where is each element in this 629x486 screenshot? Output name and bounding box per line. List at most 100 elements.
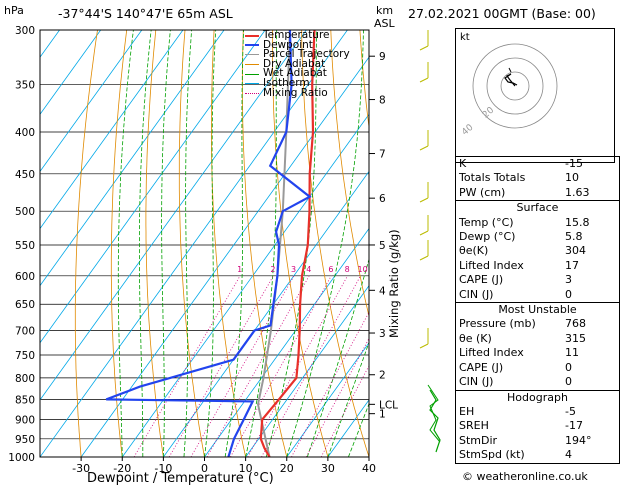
dry-adiabat-line [178, 30, 205, 457]
isotherm-line [40, 30, 348, 457]
legend-label: Temperature [263, 29, 330, 41]
pressure-tick-label: 1000 [8, 452, 35, 464]
surface-value: 17 [565, 258, 579, 272]
legend-swatch [245, 73, 259, 75]
isotherm-line [286, 342, 369, 457]
dry-adiabat-line [330, 30, 369, 318]
legend-label: Mixing Ratio [263, 86, 328, 99]
top-label: PW (cm) [459, 185, 506, 199]
wind-barb [419, 215, 429, 236]
legend-label: Dewpoint [263, 38, 313, 51]
surface-label: Lifted Index [459, 258, 524, 272]
x-tick-label: 40 [362, 462, 376, 475]
unstable-value: 315 [565, 331, 586, 345]
height-tick-label: 9 [379, 51, 386, 63]
legend-item: Parcel Trajectory [245, 48, 350, 61]
mixing-ratio-label: 20 [400, 265, 410, 274]
mixing-ratio-label: 10 [358, 265, 368, 274]
height-tick-label: 1 [379, 409, 386, 421]
hodograph: kt 20 40 [455, 28, 615, 163]
top-value: 10 [565, 171, 579, 185]
wind-barb [419, 328, 429, 349]
hodo-row: StmSpd (kt) 4 [456, 448, 619, 462]
indices-panel: K -15 Totals Totals 10 PW (cm) 1.63 Surface T… [455, 156, 620, 464]
wet-adiabat-line [245, 30, 278, 457]
hodo-value: 194° [565, 433, 592, 447]
x-tick-label: 20 [280, 462, 294, 475]
mixing-ratio-label: 25 [414, 265, 424, 274]
surface-label: θe(K) [459, 244, 489, 258]
top-label: K [459, 157, 467, 170]
unstable-row: CAPE (J) 0 [456, 361, 619, 375]
isotherm-line [40, 30, 143, 173]
pressure-tick-label: 650 [15, 299, 35, 311]
location-title: -37°44'S 140°47'E 65m ASL [58, 6, 233, 21]
height-tick-label: 7 [379, 149, 386, 161]
height-tick-label: LCL [379, 399, 398, 411]
isotherm-line [80, 56, 369, 457]
height-tick-label: 5 [379, 240, 386, 252]
height-tick-label: 3 [379, 328, 386, 340]
mixing-ratio-line [168, 275, 274, 457]
mixing-ratio-line [320, 364, 369, 457]
surface-label: Dewp (°C) [459, 230, 516, 244]
top-label: Totals Totals [459, 171, 526, 185]
wet-adiabat-line [224, 30, 244, 457]
hodograph-storm-motion [508, 67, 512, 73]
wind-barb-cluster [427, 384, 441, 443]
legend: Temperature Dewpoint Parcel Trajectory Dry … [245, 29, 350, 99]
mixing-ratio-label: 4 [306, 265, 311, 274]
hodo-row: SREH -17 [456, 419, 619, 433]
wind-barb [419, 240, 429, 261]
surface-label: CIN (J) [459, 287, 494, 301]
legend-item: Isotherm [245, 76, 350, 89]
dry-adiabat-line [359, 30, 369, 130]
mixing-ratio-line [230, 275, 332, 457]
unstable-label: Pressure (mb) [459, 317, 536, 331]
top-value: 1.63 [565, 185, 590, 199]
surface-row: CAPE (J) 3 [456, 273, 619, 287]
unstable-row: Lifted Index 11 [456, 346, 619, 360]
legend-item: Mixing Ratio [245, 86, 350, 99]
unstable-row: CIN (J) 0 [456, 375, 619, 389]
height-tick-label: 2 [379, 370, 386, 382]
surface-label: CAPE (J) [459, 273, 504, 287]
hodo-value: -5 [565, 404, 576, 418]
isotherm-line [40, 30, 102, 115]
wet-adiabat-line [204, 30, 217, 457]
isotherm-line [40, 30, 225, 287]
mixing-ratio-label: 3 [291, 265, 296, 274]
isotherm-line [40, 30, 184, 230]
legend-label: Isotherm [263, 76, 310, 89]
pressure-tick-label: 900 [15, 415, 35, 427]
mixing-ratio-label: 8 [345, 265, 350, 274]
surface-value: 15.8 [565, 215, 590, 229]
wind-barb-cluster [429, 389, 441, 453]
unstable-label: θe (K) [459, 331, 492, 345]
legend-item: Dry Adiabat [245, 57, 350, 70]
legend-swatch [245, 64, 259, 66]
wet-adiabat-line [117, 30, 134, 457]
surface-row: θe(K) 304 [456, 244, 619, 258]
top-row: K -15 [456, 157, 619, 171]
isotherm-line [204, 227, 369, 457]
pressure-tick-label: 800 [15, 373, 35, 385]
dry-adiabat-line [110, 30, 128, 457]
dry-adiabat-line [271, 30, 329, 457]
hodo-value: 4 [565, 448, 572, 462]
height-tick-label: 8 [379, 95, 386, 107]
mixing-ratio-label: 6 [328, 265, 333, 274]
surface-row: CIN (J) 0 [456, 288, 619, 302]
surface-value: 3 [565, 273, 572, 287]
mixing-ratio-line [291, 311, 369, 457]
legend-label: Parcel Trajectory [263, 48, 350, 61]
hodograph-indices-box: Hodograph EH -5 SREH -17 StmDir 194° StmSpd (k… [455, 389, 620, 464]
pressure-tick-label: 350 [15, 80, 35, 92]
unstable-label: CIN (J) [459, 375, 494, 389]
asl-unit-label: ASL [374, 17, 395, 30]
legend-swatch [245, 54, 259, 56]
legend-swatch [245, 83, 259, 85]
datetime-title: 27.02.2021 00GMT (Base: 00) [408, 6, 596, 21]
legend-label: Dry Adiabat [263, 57, 326, 70]
